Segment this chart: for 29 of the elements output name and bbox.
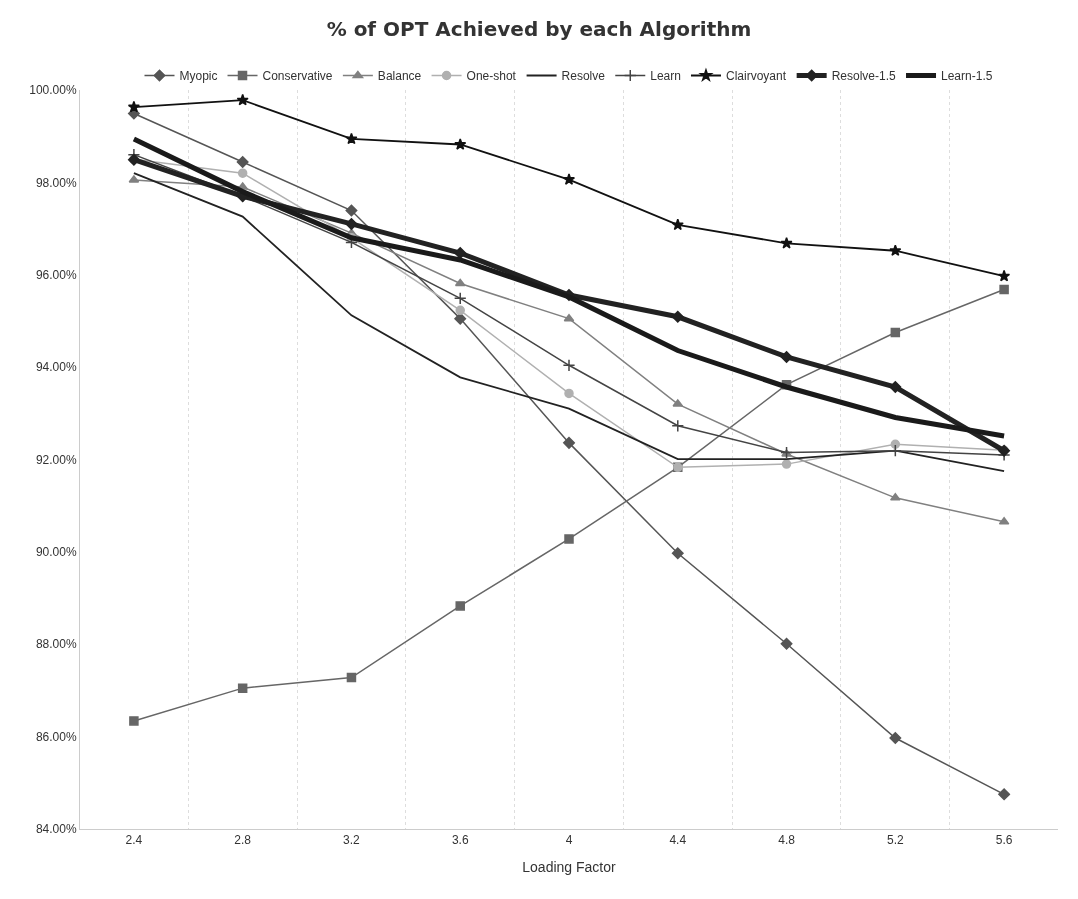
legend-label: Resolve — [561, 69, 606, 84]
y-tick-label: 92.00% — [35, 452, 77, 467]
legend-label: Clairvoyant — [725, 69, 787, 84]
legend-label: Myopic — [179, 69, 218, 84]
y-tick-label: 84.00% — [35, 822, 77, 837]
legend-label: One-shot — [466, 69, 517, 84]
legend-label: Balance — [377, 69, 422, 84]
y-tick-label: 100.00% — [29, 83, 77, 98]
y-tick-label: 90.00% — [35, 545, 77, 560]
x-tick-label: 2.4 — [125, 833, 143, 848]
x-tick-label: 5.2 — [886, 833, 904, 848]
y-tick-label: 98.00% — [35, 175, 77, 190]
x-tick-label: 4.4 — [669, 833, 687, 848]
legend-label: Learn — [650, 69, 681, 84]
y-tick-label: 88.00% — [35, 637, 77, 652]
legend-label: Learn-1.5 — [941, 69, 993, 84]
chart-title: % of OPT Achieved by each Algorithm — [326, 17, 752, 42]
x-tick-label: 3.2 — [343, 833, 361, 848]
x-tick-label: 3.6 — [451, 833, 469, 848]
legend-label: Conservative — [262, 69, 333, 84]
x-tick-label: 2.8 — [234, 833, 252, 848]
legend-label: Resolve-1.5 — [831, 69, 897, 84]
x-tick-label: 4 — [565, 833, 573, 848]
x-tick-label: 4.8 — [778, 833, 796, 848]
y-tick-label: 94.00% — [35, 360, 77, 375]
x-tick-label: 5.6 — [995, 833, 1013, 848]
x-axis-title: Loading Factor — [522, 858, 617, 875]
y-tick-label: 86.00% — [35, 729, 77, 744]
y-tick-label: 96.00% — [35, 267, 77, 282]
